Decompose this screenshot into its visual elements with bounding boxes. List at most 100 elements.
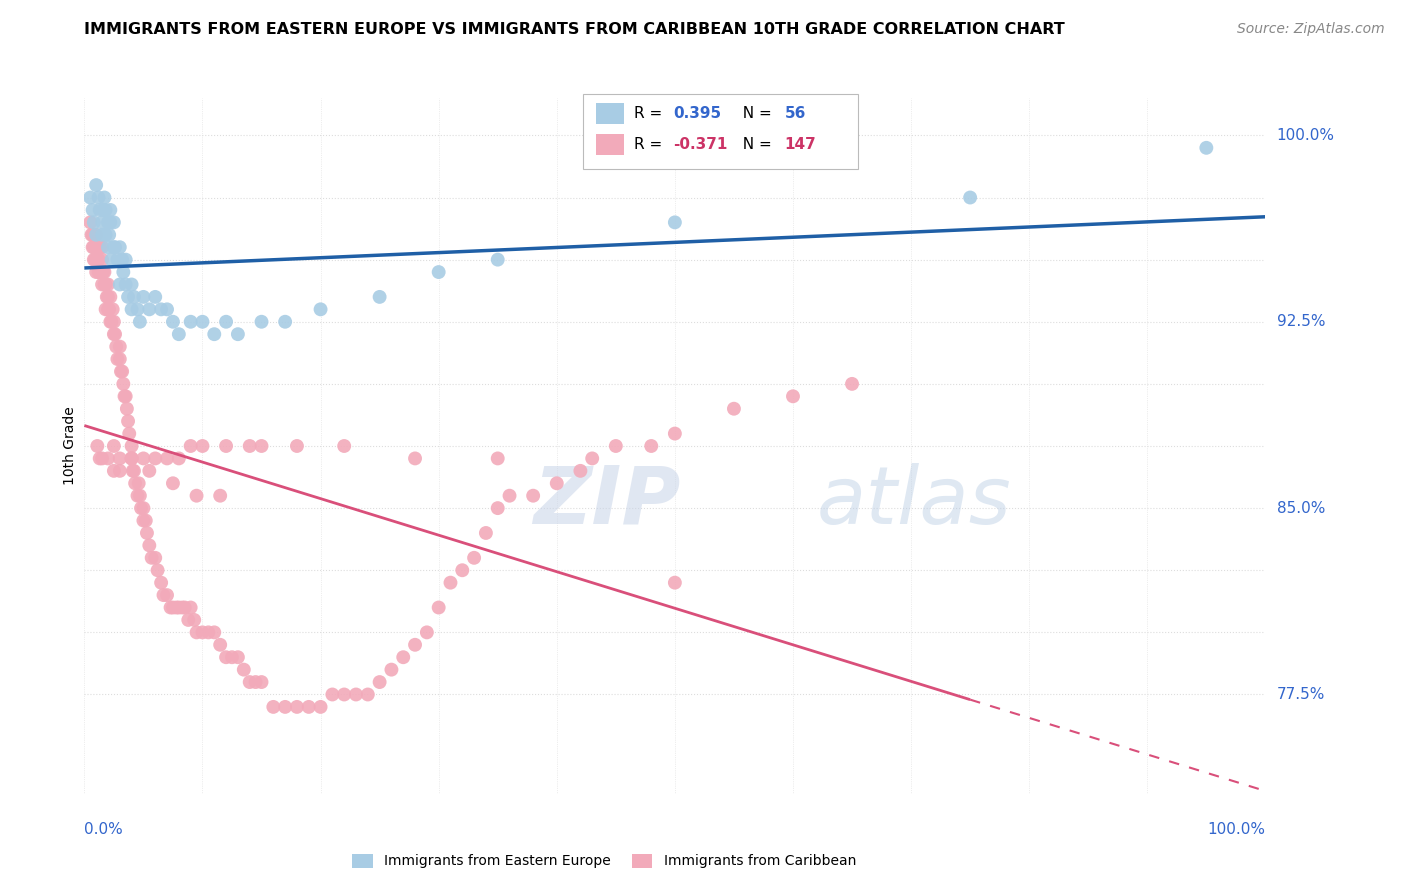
Point [167,451,190,466]
Point [357,688,380,702]
Point [180,600,202,615]
Point [202,327,225,342]
Point [380,663,402,677]
Point [451,563,474,577]
Text: 100.0%: 100.0% [1208,822,1265,837]
Point [100,315,122,329]
Point [89,265,111,279]
Point [82,227,104,242]
Point [191,439,214,453]
Point [98,290,121,304]
Point [89,202,111,217]
Point [83,252,105,267]
Point [150,302,173,317]
Point [97,451,120,466]
Point [114,252,136,267]
Point [93,277,115,292]
Point [156,588,179,602]
Text: atlas: atlas [817,463,1011,541]
Point [93,190,115,204]
Point [239,439,262,453]
Point [128,476,150,491]
Point [135,514,157,528]
Point [404,638,426,652]
Point [143,290,166,304]
Point [143,451,166,466]
Point [128,315,150,329]
Point [159,600,181,615]
Point [183,613,205,627]
Text: Source: ZipAtlas.com: Source: ZipAtlas.com [1237,22,1385,37]
Point [392,650,415,665]
Point [723,401,745,416]
Point [522,489,544,503]
Point [404,451,426,466]
Point [167,327,190,342]
Point [250,675,273,690]
Point [486,451,509,466]
Point [108,464,131,478]
Point [191,625,214,640]
Point [107,351,129,366]
Point [121,277,143,292]
Point [93,265,115,279]
Point [285,699,308,714]
Text: -0.371: -0.371 [673,137,728,152]
Point [84,178,107,192]
Point [98,227,121,242]
Point [121,439,143,453]
Point [416,625,439,640]
Point [82,240,104,254]
Point [274,699,297,714]
Point [274,315,297,329]
Point [841,376,863,391]
Point [103,315,125,329]
Point [104,240,127,254]
Point [108,451,131,466]
Point [103,215,125,229]
Point [87,252,110,267]
Point [209,638,232,652]
Text: 0.0%: 0.0% [84,822,124,837]
Point [166,600,188,615]
Point [321,688,343,702]
Point [97,240,120,254]
Point [112,376,135,391]
Text: ZIP: ZIP [533,463,681,541]
Text: 85.0%: 85.0% [1277,500,1324,516]
Point [84,227,107,242]
Point [98,302,121,317]
Point [100,252,122,267]
Point [82,202,104,217]
Point [439,575,461,590]
Point [202,625,225,640]
Point [498,489,520,503]
Point [108,351,131,366]
Point [101,302,124,317]
Point [664,575,686,590]
Point [121,451,143,466]
Point [177,613,200,627]
Text: 0.395: 0.395 [673,106,721,120]
Text: R =: R = [634,106,668,120]
Point [103,439,125,453]
Point [89,240,111,254]
Text: 56: 56 [785,106,806,120]
Point [226,650,249,665]
Text: N =: N = [733,137,776,152]
Point [640,439,662,453]
Point [91,202,114,217]
Text: N =: N = [733,106,776,120]
Point [83,215,105,229]
Point [368,675,391,690]
Point [239,675,262,690]
Point [118,426,141,441]
Point [105,340,128,354]
Point [146,563,169,577]
Point [91,252,114,267]
Point [87,190,110,204]
Point [344,688,367,702]
Point [94,202,117,217]
Point [186,625,208,640]
Point [104,327,127,342]
